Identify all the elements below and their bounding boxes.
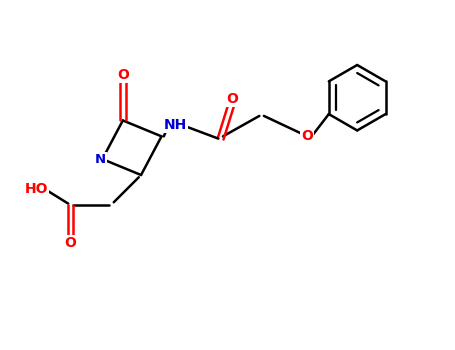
Text: O: O [226, 92, 238, 106]
Text: O: O [117, 68, 129, 82]
Text: O: O [65, 236, 76, 250]
Text: NH: NH [163, 118, 187, 132]
Text: HO: HO [25, 182, 48, 196]
Text: N: N [95, 153, 106, 166]
Text: O: O [301, 130, 313, 144]
